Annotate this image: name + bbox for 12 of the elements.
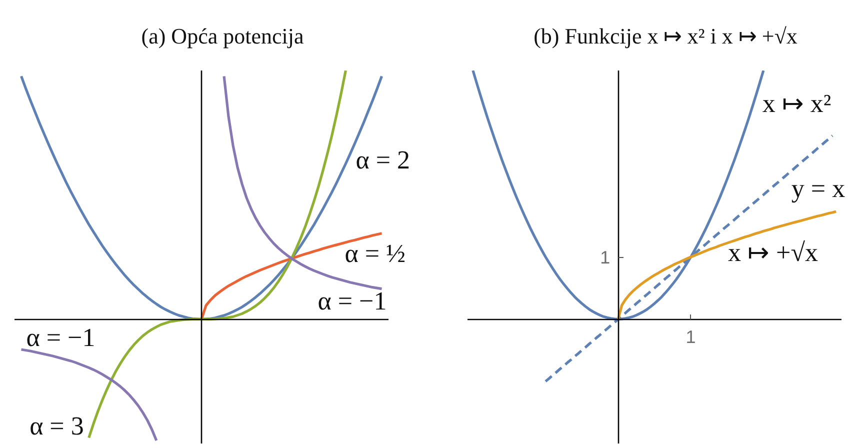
series-label: x ↦ +√x	[728, 238, 818, 267]
text: α = −1	[318, 286, 387, 316]
chart-title: (b) Funkcije x ↦ x² i x ↦ +√x	[534, 24, 798, 48]
series-label: α = −1	[26, 323, 96, 352]
series-label: α = ½	[344, 238, 406, 268]
annotation: 1	[686, 327, 696, 348]
series-label: α = 2	[356, 146, 410, 175]
series-label: x ↦ x²	[762, 89, 832, 118]
series-label: α = 3	[30, 411, 84, 440]
annotation: 1	[600, 248, 610, 268]
series-label: y = x	[791, 174, 846, 204]
chart-title: (a) Opća potencija	[141, 24, 304, 48]
